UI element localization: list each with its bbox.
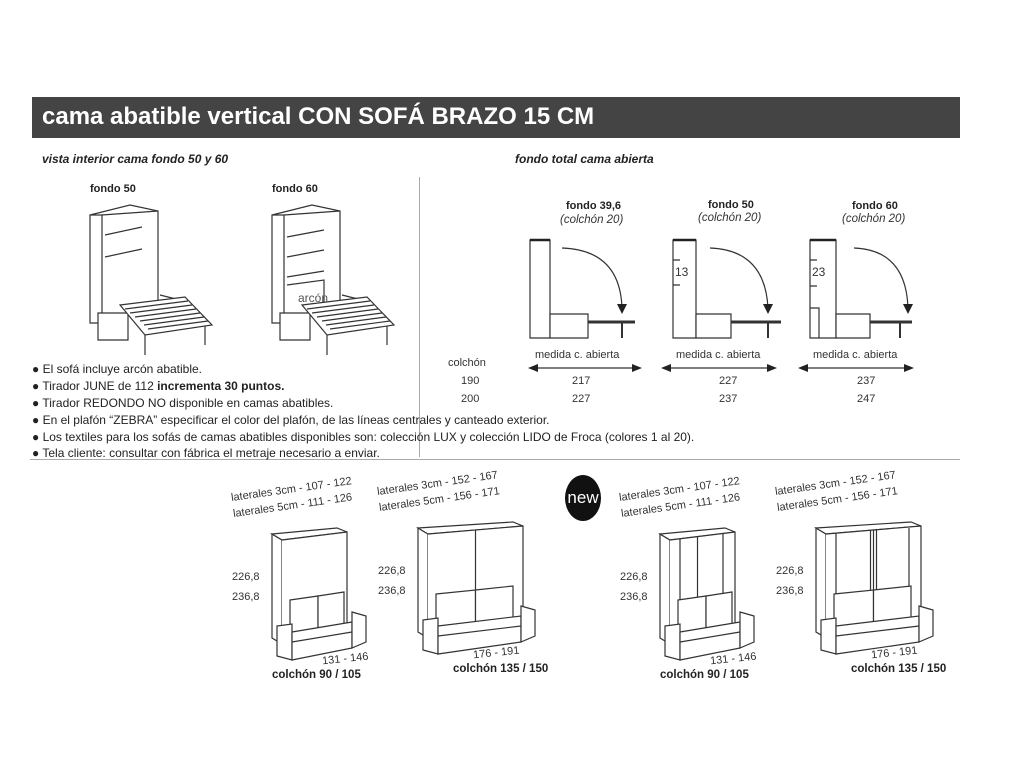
medida-label-1: medida c. abierta: [535, 349, 620, 361]
depth-drawing-39-6: [529, 238, 635, 339]
depth-col-2-note: (colchón 20): [698, 212, 762, 224]
note-2: ● Tirador JUNE de 112 incrementa 30 punt…: [32, 379, 285, 393]
height-236-8: 236,8: [378, 585, 406, 597]
value: 217: [572, 375, 591, 387]
section-divider: [30, 459, 960, 460]
row-190: 190: [461, 375, 480, 387]
colchon-header: colchón: [448, 357, 486, 369]
inner-depth-13: 13: [675, 265, 689, 279]
value: 237: [857, 375, 876, 387]
wall-bed-sofa-drawing: [814, 521, 934, 655]
depth-drawing-60: [809, 238, 913, 339]
depth-drawing-50: [672, 238, 781, 339]
view-label-fondo-60: fondo 60: [272, 183, 318, 195]
height-226-8: 226,8: [378, 565, 406, 577]
row-200: 200: [461, 393, 480, 405]
wall-bed-sofa-drawing: [416, 521, 536, 655]
note-3: ● Tirador REDONDO NO disponible en camas…: [32, 396, 334, 410]
medida-label-3: medida c. abierta: [813, 349, 898, 361]
depth-col-1-note: (colchón 20): [560, 214, 624, 226]
mattress-size-label: colchón 90 / 105: [272, 669, 361, 681]
note-4: ● En el plafón “ZEBRA” especificar el co…: [32, 413, 550, 427]
inner-depth-23: 23: [812, 265, 826, 279]
wall-bed-sofa-drawing: [270, 527, 367, 661]
note-6: ● Tela cliente: consultar con fábrica el…: [32, 446, 380, 460]
mattress-size-label: colchón 135 / 150: [851, 663, 947, 675]
new-badge: new: [565, 475, 601, 521]
note-1: ● El sofá incluye arcón abatible.: [32, 362, 203, 376]
depth-col-1-label: fondo 39,6: [566, 200, 622, 212]
arcon-label: arcón: [298, 291, 329, 305]
height-236-8: 236,8: [232, 591, 260, 603]
dimension-arrows: [528, 364, 914, 372]
arrow-3: [798, 364, 914, 372]
value: 227: [572, 393, 591, 405]
page-title: cama abatible vertical CON SOFÁ BRAZO 15…: [42, 103, 595, 130]
interior-drawing-fondo-50: [89, 204, 214, 355]
interior-drawing-fondo-60: [271, 204, 396, 355]
interior-heading: vista interior cama fondo 50 y 60: [42, 152, 229, 166]
height-236-8: 236,8: [776, 585, 804, 597]
height-236-8: 236,8: [620, 591, 648, 603]
note-5: ● Los textiles para los sofás de camas a…: [32, 430, 695, 444]
wall-bed-sofa-drawing: [658, 527, 755, 661]
column-divider: [419, 177, 420, 457]
mattress-size-label: colchón 90 / 105: [660, 669, 749, 681]
title-bar: [32, 97, 960, 138]
height-226-8: 226,8: [776, 565, 804, 577]
view-label-fondo-50: fondo 50: [90, 183, 136, 195]
arrow-2: [661, 364, 777, 372]
depth-col-3-label: fondo 60: [852, 200, 898, 212]
value: 227: [719, 375, 738, 387]
open-depth-heading: fondo total cama abierta: [515, 152, 654, 166]
height-226-8: 226,8: [232, 571, 260, 583]
mattress-size-label: colchón 135 / 150: [453, 663, 549, 675]
height-226-8: 226,8: [620, 571, 648, 583]
value: 247: [857, 393, 876, 405]
medida-label-2: medida c. abierta: [676, 349, 761, 361]
arrow-1: [528, 364, 642, 372]
depth-col-2-label: fondo 50: [708, 199, 754, 211]
value: 237: [719, 393, 738, 405]
depth-col-3-note: (colchón 20): [842, 213, 906, 225]
